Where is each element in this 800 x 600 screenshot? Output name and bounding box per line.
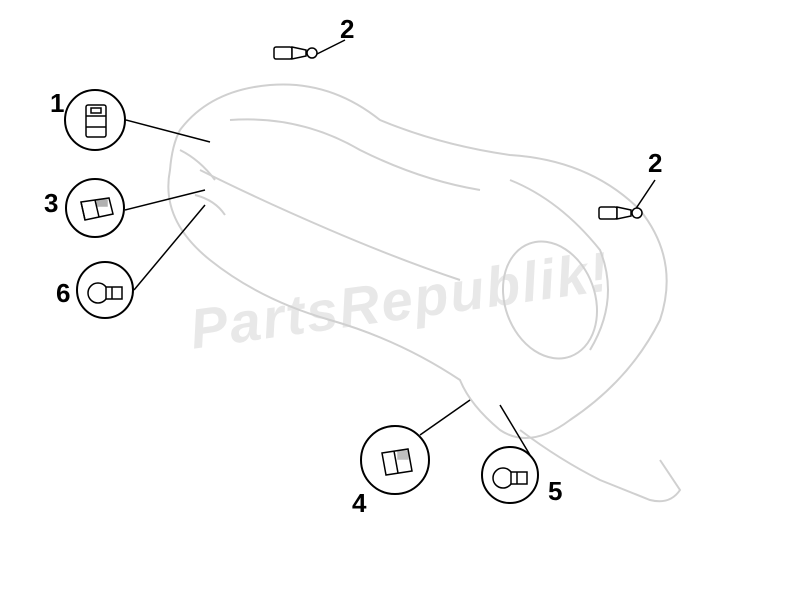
bulb-icon (595, 198, 645, 228)
callout-circle-6 (76, 261, 134, 319)
button-icon (483, 448, 541, 506)
callout-label-6: 6 (56, 278, 70, 309)
callout-label-2b: 2 (648, 148, 662, 179)
callout-circle-5 (481, 446, 539, 504)
switch-icon (362, 427, 432, 497)
bulb-icon (270, 38, 320, 68)
switch-icon (66, 91, 128, 153)
callout-label-3: 3 (44, 188, 58, 219)
callout-circle-3 (65, 178, 125, 238)
callout-circle-4 (360, 425, 430, 495)
rocker-switch-icon (67, 180, 127, 240)
button-icon (78, 263, 136, 321)
callout-label-2a: 2 (340, 14, 354, 45)
callout-circle-1 (64, 89, 126, 151)
watermark-text: PartsRepublik! (186, 238, 614, 361)
callout-label-5: 5 (548, 476, 562, 507)
callout-label-4: 4 (352, 488, 366, 519)
callout-label-1: 1 (50, 88, 64, 119)
parts-diagram: PartsRepublik! (0, 0, 800, 600)
